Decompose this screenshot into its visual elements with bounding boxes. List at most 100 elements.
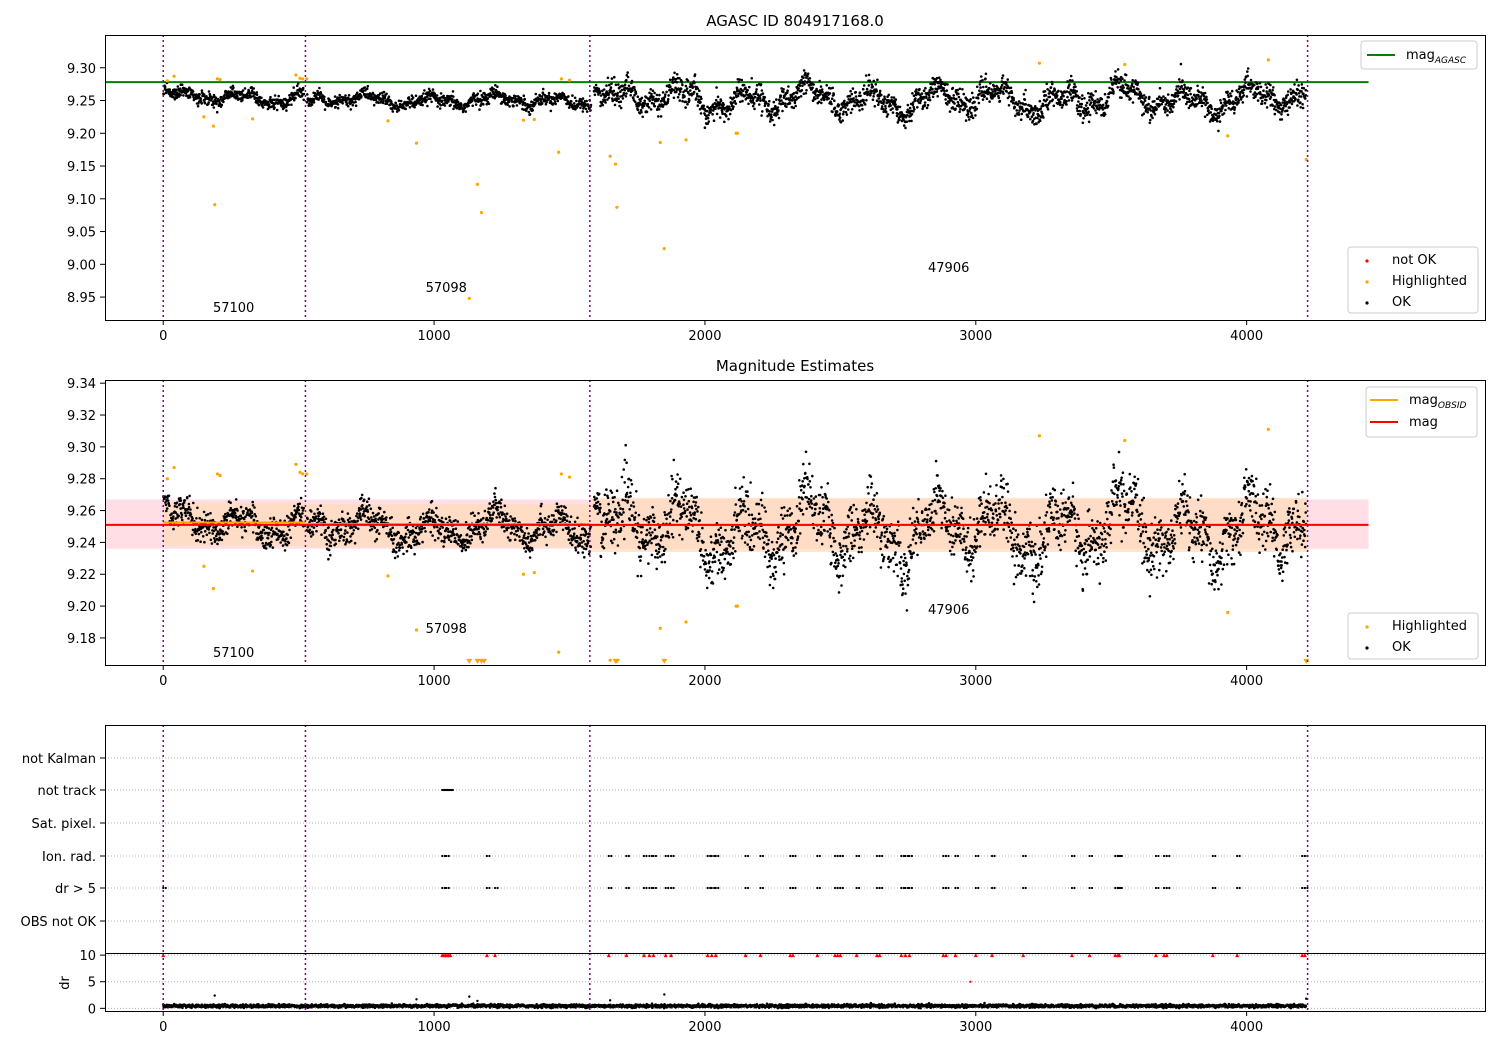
ok-point xyxy=(504,515,507,518)
ok-point xyxy=(162,92,166,96)
ok-point xyxy=(1241,101,1245,104)
ok-point xyxy=(320,533,323,536)
ok-point xyxy=(882,102,885,105)
ok-point xyxy=(573,527,576,530)
ok-point xyxy=(988,100,991,103)
ok-point xyxy=(404,535,407,539)
ok-point xyxy=(1160,102,1163,106)
ok-point xyxy=(640,96,644,100)
ok-point xyxy=(505,512,509,515)
ok-point xyxy=(951,86,955,90)
ok-point xyxy=(676,95,680,99)
ok-point xyxy=(516,526,520,530)
ok-point xyxy=(788,102,792,105)
ok-point xyxy=(894,103,897,106)
ok-point xyxy=(1060,106,1064,109)
ok-point xyxy=(711,113,714,116)
ok-point xyxy=(891,111,895,114)
ok-point xyxy=(832,93,835,97)
ok-point xyxy=(557,509,560,512)
ok-point xyxy=(1257,85,1260,89)
ok-point xyxy=(1065,100,1068,103)
ok-point xyxy=(1178,98,1181,101)
ok-point xyxy=(1014,114,1017,118)
ok-point xyxy=(435,525,439,529)
ok-point xyxy=(843,99,846,103)
ok-point xyxy=(1114,82,1118,85)
ok-point xyxy=(267,103,271,106)
ok-point xyxy=(413,552,416,556)
ok-point xyxy=(418,528,422,531)
ok-point xyxy=(554,93,558,96)
ok-point xyxy=(255,93,259,97)
y-tick-label: 9.10 xyxy=(67,193,96,208)
ok-point xyxy=(1008,95,1011,98)
ok-point xyxy=(987,86,991,90)
ok-point xyxy=(220,103,224,107)
ok-point xyxy=(484,533,487,536)
ok-point xyxy=(387,95,391,98)
ok-point xyxy=(299,496,303,500)
ok-point xyxy=(1164,110,1167,114)
ok-point xyxy=(460,549,464,553)
ok-point xyxy=(1182,90,1185,93)
ok-point xyxy=(241,536,244,539)
ok-point xyxy=(1273,93,1276,97)
ok-point xyxy=(797,87,800,90)
ok-point xyxy=(1149,109,1153,112)
ok-point xyxy=(1075,90,1078,93)
ok-point xyxy=(165,507,169,510)
ok-point xyxy=(1227,95,1230,99)
ok-point xyxy=(523,532,527,535)
ok-point xyxy=(823,97,826,101)
ok-point xyxy=(625,92,628,95)
ok-point xyxy=(1148,121,1152,125)
ok-point xyxy=(170,512,173,516)
ok-point xyxy=(467,539,471,543)
ok-point xyxy=(639,100,642,103)
ok-point xyxy=(180,516,183,519)
ok-point xyxy=(250,511,254,515)
ok-point xyxy=(1260,102,1264,106)
ok-point xyxy=(319,92,323,95)
ok-point xyxy=(176,85,180,88)
ok-point xyxy=(873,105,877,108)
ok-point xyxy=(273,94,277,97)
ok-point xyxy=(465,533,469,536)
ok-point xyxy=(163,85,167,89)
ok-point xyxy=(397,531,401,535)
ok-point xyxy=(225,518,229,522)
ok-point xyxy=(241,98,244,102)
ok-point xyxy=(345,99,348,103)
ok-point xyxy=(389,528,392,531)
ok-point xyxy=(292,518,296,521)
ok-point xyxy=(915,88,918,91)
ok-point xyxy=(861,87,865,91)
ok-point xyxy=(216,542,219,546)
ok-point xyxy=(858,91,862,94)
ok-point xyxy=(308,102,311,105)
ok-point xyxy=(1121,77,1124,80)
ok-point xyxy=(433,518,437,522)
ok-point xyxy=(782,88,785,91)
ok-point xyxy=(1077,112,1080,116)
ok-point xyxy=(740,78,744,82)
ok-point xyxy=(1224,104,1228,107)
highlighted-point xyxy=(567,78,572,82)
ok-point xyxy=(610,77,614,80)
ok-point xyxy=(513,538,517,542)
ok-point xyxy=(707,113,710,117)
ok-point xyxy=(198,93,201,96)
ok-point xyxy=(616,94,619,97)
ok-point xyxy=(561,528,565,532)
ok-point xyxy=(984,72,988,76)
ok-point xyxy=(491,506,495,509)
ok-point xyxy=(521,530,524,533)
ok-point xyxy=(1032,112,1035,115)
ok-point xyxy=(422,92,425,95)
ok-point xyxy=(918,101,922,105)
ok-point xyxy=(1059,103,1062,106)
ok-point xyxy=(627,84,631,88)
ok-point xyxy=(334,542,338,546)
ok-point xyxy=(381,101,385,105)
